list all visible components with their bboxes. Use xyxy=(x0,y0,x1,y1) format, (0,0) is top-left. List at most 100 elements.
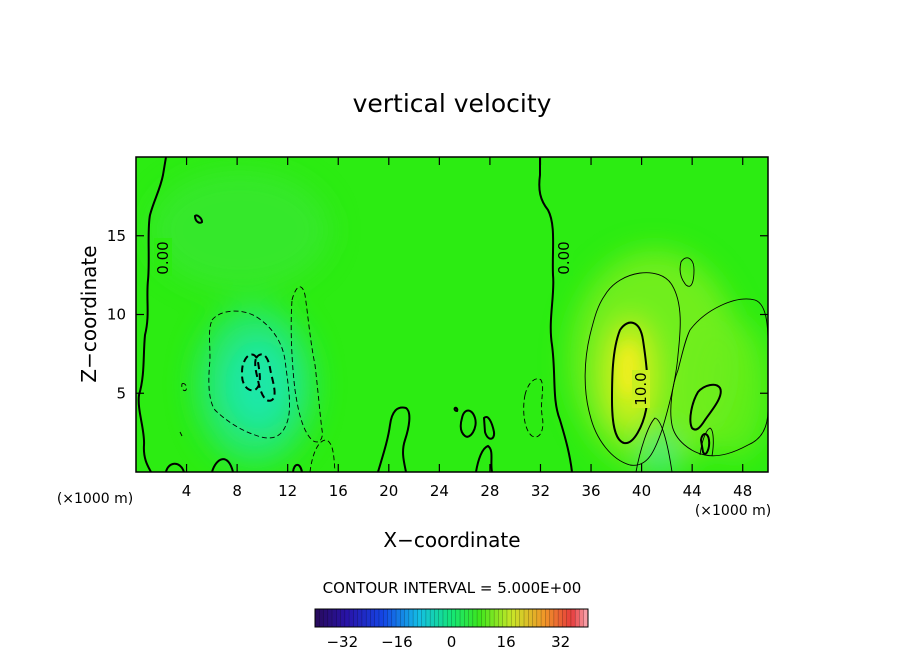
colorbar-tick-label: 0 xyxy=(447,633,457,651)
colorbar-cell xyxy=(558,609,563,627)
colorbar-cell xyxy=(374,609,380,627)
y-axis-label: Z−coordinate xyxy=(77,245,101,382)
colorbar-cell xyxy=(528,609,533,627)
colorbar-cell xyxy=(549,609,555,627)
colorbar-cell xyxy=(391,609,397,627)
colorbar: −32 −16 0 16 32 xyxy=(314,608,589,651)
colorbar-cell xyxy=(536,609,542,627)
colorbar-tick-label: −16 xyxy=(381,633,413,651)
colorbar-cell xyxy=(447,609,452,627)
contour-neg5-main xyxy=(208,310,290,439)
x-tick-label: 40 xyxy=(632,482,651,500)
colorbar-cell xyxy=(323,609,329,627)
colorbar-cell xyxy=(455,609,461,627)
positive-contours-thin xyxy=(584,257,768,466)
colorbar-cell xyxy=(361,609,367,627)
colorbar-cell xyxy=(570,609,576,627)
colorbar-cell xyxy=(413,609,418,627)
colorbar-cell xyxy=(408,609,414,627)
colorbar-cell xyxy=(583,609,589,627)
contour-10-small xyxy=(699,433,711,455)
colorbar-cell xyxy=(494,609,499,627)
colorbar-cell xyxy=(353,609,358,627)
colorbar-cell xyxy=(524,609,529,627)
colorbar-cell xyxy=(383,609,388,627)
field-blob-low-right xyxy=(648,433,672,472)
zero-contours xyxy=(137,157,573,472)
x-tick-label: 32 xyxy=(531,482,550,500)
colorbar-cell xyxy=(332,609,337,627)
colorbar-tick-label: 16 xyxy=(497,633,516,651)
colorbar-cell xyxy=(506,609,512,627)
zero-contour-loop-2 xyxy=(482,416,496,440)
colorbar-cell xyxy=(519,609,525,627)
colorbar-cell xyxy=(434,609,440,627)
zero-contour-loop-3 xyxy=(193,214,204,224)
x-tick-label: 24 xyxy=(430,482,449,500)
contour-label-mid: 0.00 xyxy=(555,241,573,274)
colorbar-cell xyxy=(396,609,401,627)
zero-contour-bump-5 xyxy=(475,444,493,472)
colorbar-cell xyxy=(378,609,384,627)
colorbar-cell xyxy=(464,609,469,627)
x-axis-label: X−coordinate xyxy=(383,528,520,552)
contour-neg10-b xyxy=(254,353,276,402)
colorbar-cell xyxy=(477,609,482,627)
contour-5-upper xyxy=(679,257,695,287)
contour-10-right xyxy=(689,383,722,431)
contour-interval: CONTOUR INTERVAL = 5.000E+00 xyxy=(323,579,582,597)
colorbar-cell xyxy=(417,609,422,627)
y-tick-label: 5 xyxy=(116,384,126,402)
contour-5-main xyxy=(584,272,681,466)
field-blob-top-left xyxy=(150,170,330,290)
x-tick-label: 44 xyxy=(683,482,702,500)
colorbar-cell xyxy=(425,609,431,627)
contour-label-bg-core xyxy=(632,370,650,408)
colorbar-cell xyxy=(404,609,410,627)
colorbar-cell xyxy=(553,609,559,627)
colorbar-cell xyxy=(511,609,516,627)
contour-label-bg-left xyxy=(154,238,172,276)
contour-neg5-tall xyxy=(290,286,323,443)
x-tick-label: 28 xyxy=(480,482,499,500)
colorbar-cell xyxy=(472,609,478,627)
contour-5-right xyxy=(670,298,768,457)
contour-10-core xyxy=(610,321,649,445)
x-tick-label: 16 xyxy=(329,482,348,500)
colorbar-cell xyxy=(336,609,341,627)
colorbar-cell xyxy=(502,609,508,627)
colorbar-cell xyxy=(579,609,585,627)
zero-contour-left xyxy=(137,157,167,472)
contour-neg10-a xyxy=(240,353,261,392)
colorbar-cell xyxy=(366,609,371,627)
colorbar-cell xyxy=(349,609,354,627)
zero-contour-bump-3 xyxy=(292,463,303,472)
contour-label-left: 0.00 xyxy=(154,241,172,274)
x-unit-left: (×1000 m) xyxy=(57,491,133,507)
negative-contours-thick xyxy=(240,353,276,402)
contour-5-bottom-1 xyxy=(635,417,673,472)
colorbar-cell xyxy=(489,609,495,627)
contour-labels: 0.00 0.00 10.0 xyxy=(154,238,650,408)
colorbar-cell xyxy=(460,609,465,627)
colorbar-cell xyxy=(319,609,324,627)
colorbar-cell xyxy=(485,609,491,627)
colorbar-cell xyxy=(421,609,427,627)
colorbar-tick-label: −32 xyxy=(326,633,358,651)
colorbar-cell xyxy=(315,609,320,627)
colorbar-cell xyxy=(515,609,521,627)
negative-contours xyxy=(179,286,544,472)
contour-label-core: 10.0 xyxy=(632,372,650,405)
zero-contour-bump-1 xyxy=(165,462,185,472)
contour-neg5-tiny-1 xyxy=(181,383,187,392)
colorbar-cell xyxy=(468,609,474,627)
zero-contour-bump-2 xyxy=(211,458,234,472)
colorbar-tick-label: 32 xyxy=(551,633,570,651)
zero-contour-bump-4 xyxy=(377,406,411,472)
zero-contour-loop-1 xyxy=(459,409,477,438)
contour-neg5-mid xyxy=(523,378,544,438)
colorbar-cell xyxy=(566,609,572,627)
contours-10 xyxy=(610,321,722,455)
